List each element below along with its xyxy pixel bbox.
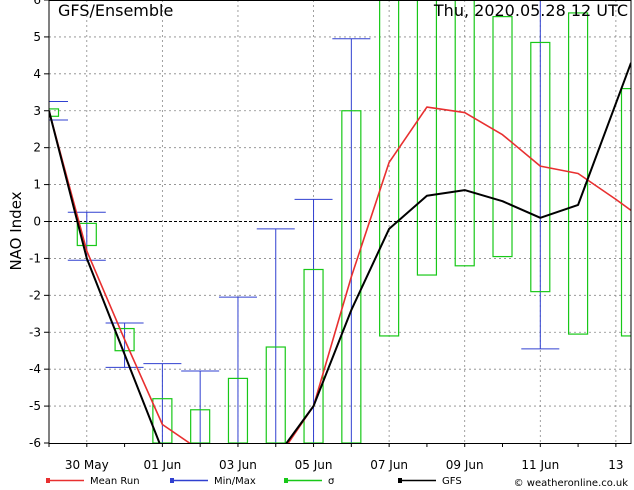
x-tick-label: 05 Jun [295,458,333,472]
sigma-box [454,0,475,267]
sigma-box [379,0,400,337]
chart-title: GFS/Ensemble [58,1,173,20]
sigma-box [567,12,589,335]
y-tick-label: 1 [33,178,41,192]
legend-marker [284,478,288,483]
y-tick-label: 6 [33,0,41,7]
mean-run-line [49,106,631,443]
y-axis-ticks: -6 -5 -4 -3 -2 -1 0 1 2 3 4 5 6 [29,0,49,450]
sigma-series [49,0,631,443]
x-tick-label: 07 Jun [370,458,408,472]
sigma-box [114,327,135,352]
y-tick-label: 3 [33,104,41,118]
sigma-box [227,377,249,443]
legend-label: Min/Max [214,476,256,487]
sigma-box [49,108,60,117]
sigma-box [416,0,438,276]
y-tick-label: 2 [33,141,41,155]
y-tick-label: 0 [33,215,41,229]
line-series [49,62,631,443]
y-tick-label: -1 [29,251,41,265]
sigma-box [152,398,173,443]
sigma-box [76,222,97,247]
legend-marker [398,478,402,483]
sigma-box [341,110,362,443]
run-label: Thu, 2020.05.28 12 UTC [433,1,628,20]
y-tick-label: 5 [33,30,41,44]
y-axis-label: NAO Index [7,191,25,270]
x-tick-label: 30 May [65,458,109,472]
x-tick-label: 09 Jun [446,458,484,472]
credit-text: © weatheronline.co.uk [514,478,629,489]
x-tick-label: 03 Jun [219,458,257,472]
sigma-box [530,41,551,293]
y-tick-label: -6 [29,436,41,450]
x-tick-label: 11 Jun [521,458,559,472]
y-tick-label: -3 [29,325,41,339]
legend-label: Mean Run [90,476,140,487]
x-tick-label: 13 [608,458,623,472]
legend: Mean Run Min/Max σ GFS [46,476,462,487]
gfs-line [49,62,631,443]
legend-label: σ [328,476,335,487]
sigma-box [492,16,513,258]
y-tick-label: -2 [29,288,41,302]
sigma-box [620,87,631,337]
x-axis-ticks: 30 May 01 Jun 03 Jun 05 Jun 07 Jun 09 Jun 11 J… [48,443,624,472]
y-tick-label: 4 [33,67,41,81]
legend-label: GFS [442,476,462,487]
legend-marker [46,478,50,483]
legend-marker [170,478,174,483]
sigma-box [303,268,324,443]
y-tick-label: -4 [29,362,41,376]
minmax-series [49,0,560,443]
y-tick-label: -5 [29,399,41,413]
x-tick-label: 01 Jun [143,458,181,472]
